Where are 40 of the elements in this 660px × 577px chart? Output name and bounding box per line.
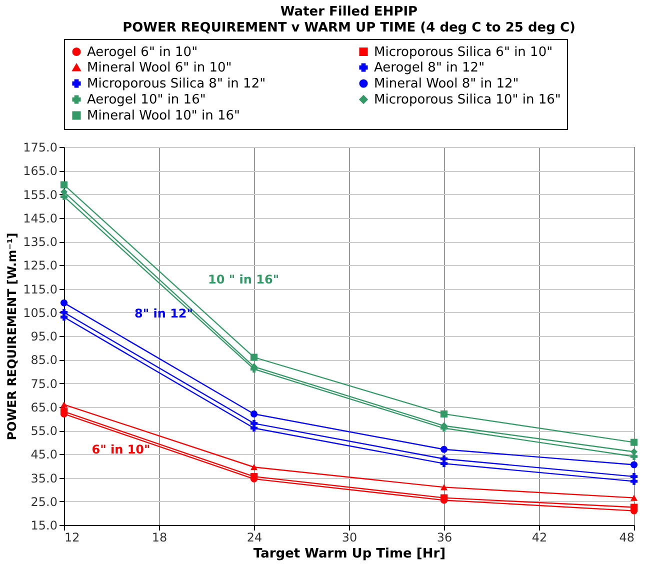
annotation: 8" in 12" (134, 306, 194, 320)
y-axis-title: POWER REQUIREMENT [W.m⁻¹] (5, 232, 20, 440)
legend-label: Mineral Wool 8" in 12" (374, 76, 519, 92)
chart-subtitle: POWER REQUIREMENT v WARM UP TIME (4 deg C to 25 deg C) (122, 20, 576, 36)
y-tick-label: 85.0 (30, 353, 58, 368)
x-tick-label: 36 (436, 530, 452, 544)
legend-label: Mineral Wool 10" in 16" (87, 108, 240, 124)
y-tick-label: 65.0 (30, 400, 58, 414)
y-tick-label: 105.0 (23, 306, 58, 320)
y-tick-label: 95.0 (30, 330, 58, 344)
y-tick-label: 175.0 (23, 140, 58, 154)
y-tick-label: 115.0 (23, 282, 58, 296)
y-tick-label: 125.0 (23, 258, 58, 273)
y-tick-label: 155.0 (23, 188, 58, 202)
x-tick-label: 18 (152, 530, 168, 544)
legend-label: Microporous Silica 6" in 10" (374, 44, 553, 60)
annotation: 6" in 10" (92, 442, 150, 456)
legend-label: Aerogel 8" in 12" (374, 60, 485, 76)
y-tick-label: 15.0 (30, 518, 58, 532)
legend-label: Aerogel 10" in 16" (87, 92, 206, 108)
annotation: 10 " in 16" (208, 272, 280, 286)
y-tick-label: 75.0 (30, 376, 58, 391)
legend-label: Mineral Wool 6" in 10" (87, 60, 232, 76)
y-tick-label: 25.0 (30, 494, 58, 509)
y-tick-label: 35.0 (30, 471, 58, 486)
legend-label: Microporous Silica 10" in 16" (374, 92, 561, 108)
x-tick-label: 48 (619, 530, 634, 544)
x-tick-label: 24 (246, 530, 262, 544)
x-tick-label: 12 (64, 530, 80, 544)
chart-title: Water Filled EHPIP (280, 4, 418, 20)
x-tick-label: 42 (532, 530, 548, 544)
legend-label: Microporous Silica 8" in 12" (87, 76, 266, 92)
y-tick-label: 145.0 (23, 211, 58, 226)
x-axis-title: Target Warm Up Time [Hr] (253, 546, 446, 562)
legend-label: Aerogel 6" in 10" (87, 44, 198, 60)
y-tick-label: 135.0 (23, 235, 58, 249)
y-tick-label: 45.0 (30, 448, 58, 462)
x-tick-label: 30 (342, 530, 358, 544)
y-tick-label: 165.0 (23, 164, 58, 178)
y-tick-label: 55.0 (30, 424, 58, 438)
